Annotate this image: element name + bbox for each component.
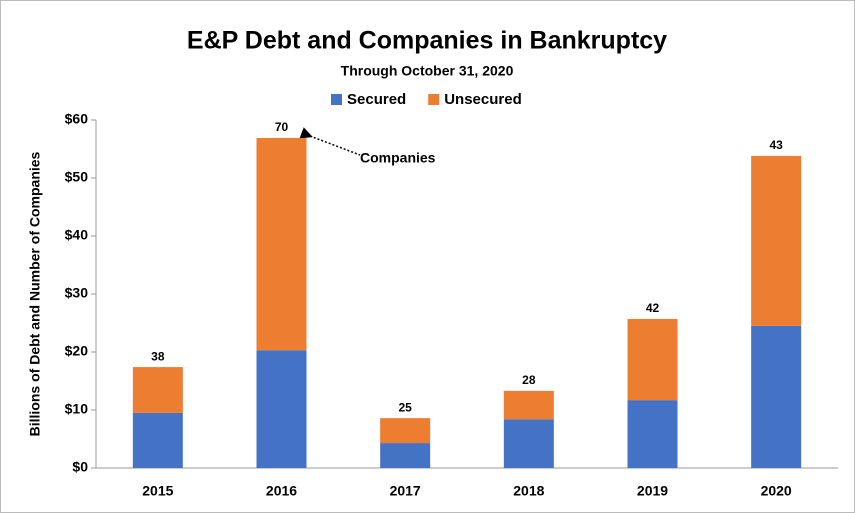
y-tick-label: $50 bbox=[65, 169, 89, 185]
y-tick-label: $0 bbox=[72, 459, 88, 475]
bar-segment bbox=[380, 418, 431, 444]
x-tick-label: 2020 bbox=[761, 483, 792, 499]
x-tick-label: 2019 bbox=[637, 483, 668, 499]
x-tick-label: 2017 bbox=[390, 483, 421, 499]
annotation: Companies bbox=[360, 150, 436, 166]
data-label: 43 bbox=[769, 138, 783, 152]
bar-segment bbox=[627, 400, 678, 468]
chart-title: E&P Debt and Companies in Bankruptcy bbox=[187, 27, 667, 55]
y-tick-label: $20 bbox=[65, 343, 89, 359]
legend-swatch bbox=[428, 94, 440, 105]
bar-segment bbox=[256, 350, 307, 468]
data-label: 70 bbox=[275, 120, 289, 134]
x-tick-label: 2016 bbox=[266, 483, 297, 499]
data-label: 28 bbox=[522, 373, 536, 387]
legend-label: Secured bbox=[347, 91, 406, 108]
x-tick-label: 2015 bbox=[142, 483, 173, 499]
annotation-arrow bbox=[299, 127, 361, 156]
bar-segment bbox=[751, 325, 802, 468]
data-label: 38 bbox=[151, 349, 165, 363]
bar-segment bbox=[132, 412, 183, 468]
bar-segment bbox=[503, 390, 554, 420]
bar-segment bbox=[627, 318, 678, 401]
bar-segment bbox=[132, 367, 183, 413]
chart-subtitle: Through October 31, 2020 bbox=[341, 63, 514, 79]
x-tick-label: 2018 bbox=[513, 483, 544, 499]
legend-label: Unsecured bbox=[444, 91, 522, 108]
data-label: 25 bbox=[398, 400, 412, 414]
legend-swatch bbox=[331, 94, 342, 105]
bar-segment bbox=[751, 155, 802, 326]
y-axis-label: Billions of Debt and Number of Companies bbox=[27, 151, 43, 436]
y-tick-label: $40 bbox=[65, 227, 89, 243]
bar-segment bbox=[256, 137, 307, 351]
data-label: 42 bbox=[646, 301, 660, 315]
y-tick-label: $30 bbox=[65, 285, 89, 301]
y-tick-label: $60 bbox=[65, 111, 89, 127]
bar-segment bbox=[380, 443, 431, 468]
bar-segment bbox=[503, 419, 554, 468]
y-tick-label: $10 bbox=[65, 401, 89, 417]
